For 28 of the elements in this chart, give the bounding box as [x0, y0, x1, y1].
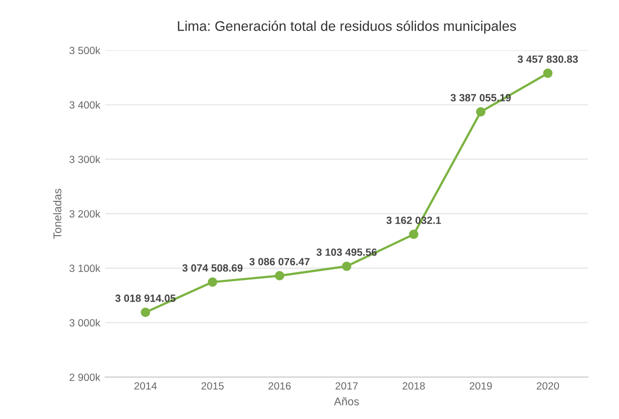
chart-title: Lima: Generación total de residuos sólidos municipales [178, 20, 516, 34]
point [543, 68, 552, 78]
y-axis-title: Toneladas [53, 188, 62, 239]
x-tick-label: 2018 [402, 382, 425, 390]
point [274, 271, 284, 280]
x-axis-title: Años [334, 397, 359, 406]
y-tick-label: 3 500k [69, 46, 100, 54]
x-tick-label: 2015 [201, 382, 224, 390]
y-tick-label: 3 400k [69, 100, 100, 109]
data-label: 3 086 076.47 [249, 258, 310, 266]
data-label: 3 018 914.05 [115, 294, 176, 302]
x-tick-label: 2017 [336, 382, 358, 390]
point [409, 230, 418, 240]
x-tick-label: 2016 [268, 382, 291, 390]
x-tick-label: 2019 [470, 382, 492, 390]
point [140, 308, 150, 318]
point [476, 107, 486, 116]
y-tick-label: 2 900k [70, 373, 100, 381]
point [208, 277, 218, 287]
x-tick-label: 2020 [536, 382, 559, 390]
y-tick-label: 3 000k [69, 318, 100, 327]
x-tick-label: 2014 [134, 382, 157, 390]
y-tick-label: 3 100k [69, 264, 100, 272]
data-label: 3 457 830.83 [518, 55, 578, 63]
y-tick-label: 3 300k [69, 155, 100, 164]
point [342, 262, 352, 271]
data-label: 3 074 508.69 [182, 264, 243, 272]
y-tick-label: 3 200k [69, 210, 100, 218]
